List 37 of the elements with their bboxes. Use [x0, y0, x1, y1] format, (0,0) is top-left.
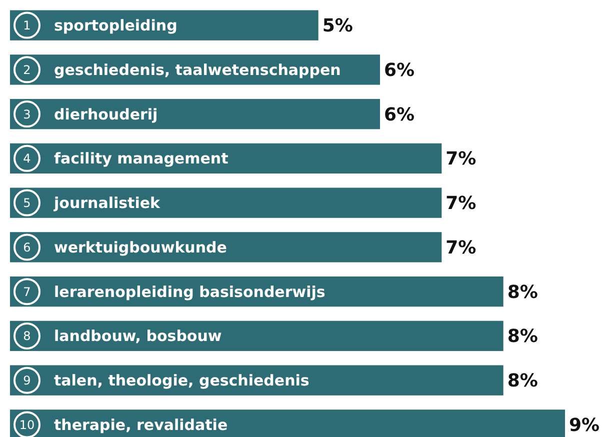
y-tick-label: therapie, revalidatie: [54, 416, 228, 434]
y-tick-label: facility management: [54, 150, 228, 168]
y-tick-label: lerarenopleiding basisonderwijs: [54, 282, 326, 301]
data-label: 7%: [446, 193, 476, 214]
bar: [10, 320, 504, 352]
annotation: 5: [23, 196, 31, 210]
bar: [10, 232, 442, 262]
bar: [10, 365, 504, 396]
bar: [10, 143, 442, 174]
annotation: 10: [19, 418, 35, 432]
y-tick-label: journalistiek: [53, 194, 162, 212]
y-tick-label: landbouw, bosbouw: [54, 327, 222, 346]
y-tick-label: werktuigbouwkunde: [54, 238, 227, 256]
annotation: 6: [23, 240, 31, 254]
annotation: 7: [23, 284, 31, 299]
y-tick-label: sportopleiding: [54, 16, 178, 35]
annotation: 1: [23, 18, 31, 33]
y-tick-label: talen, theologie, geschiedenis: [54, 372, 310, 390]
data-label: 8%: [507, 326, 538, 348]
y-tick-label: dierhouderij: [54, 105, 158, 124]
data-label: 8%: [507, 370, 538, 392]
data-label: 5%: [322, 16, 353, 37]
annotation: 2: [23, 62, 31, 77]
data-label: 6%: [384, 104, 415, 126]
bar: [10, 188, 442, 218]
annotation: 4: [23, 152, 31, 166]
annotation: 3: [23, 107, 31, 122]
annotation: 8: [23, 329, 31, 344]
bar: [10, 10, 318, 40]
y-tick-label: geschiedenis, taalwetenschappen: [54, 60, 341, 79]
data-label: 6%: [384, 60, 415, 81]
data-label: 7%: [446, 148, 476, 170]
data-label: 7%: [446, 237, 476, 258]
data-label: 9%: [569, 414, 600, 436]
annotation: 9: [23, 374, 31, 388]
data-label: 8%: [507, 282, 538, 303]
bar: [10, 98, 380, 130]
